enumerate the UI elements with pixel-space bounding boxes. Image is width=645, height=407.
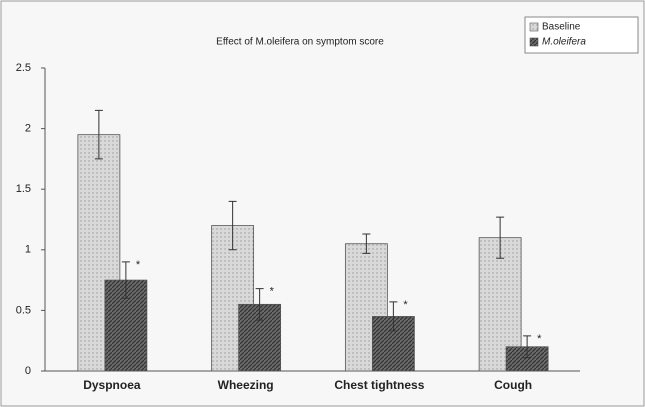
y-tick-label: 1.5	[16, 183, 31, 195]
x-tick-label: Wheezing	[218, 378, 274, 392]
x-tick-label: Cough	[494, 378, 532, 392]
error-bar	[94, 109, 103, 160]
y-tick-label: 0.5	[16, 304, 31, 316]
legend-label: M.oleifera	[542, 37, 586, 48]
legend-box	[524, 16, 639, 54]
error-bar	[362, 233, 371, 254]
y-tick-label: 0	[25, 365, 31, 377]
annotation: *	[136, 259, 141, 271]
x-tick-label: Chest tightness	[334, 378, 424, 392]
legend-swatch	[529, 37, 539, 47]
error-bar	[523, 335, 532, 359]
y-tick-label: 2.5	[16, 62, 31, 74]
legend-swatch	[529, 22, 539, 32]
legend-label: Baseline	[542, 22, 581, 33]
chart-title: Effect of M.oleifera on symptom score	[216, 37, 384, 48]
annotation: *	[537, 333, 542, 345]
x-tick-label: Dyspnoea	[83, 378, 141, 392]
annotation: *	[270, 285, 275, 297]
error-bar	[496, 216, 505, 259]
error-bar	[255, 288, 264, 321]
annotation: *	[403, 299, 408, 311]
error-bar	[389, 301, 398, 332]
y-tick-label: 1	[25, 244, 31, 256]
y-tick-label: 2	[25, 123, 31, 135]
error-bar	[228, 200, 237, 251]
error-bar	[121, 261, 130, 299]
